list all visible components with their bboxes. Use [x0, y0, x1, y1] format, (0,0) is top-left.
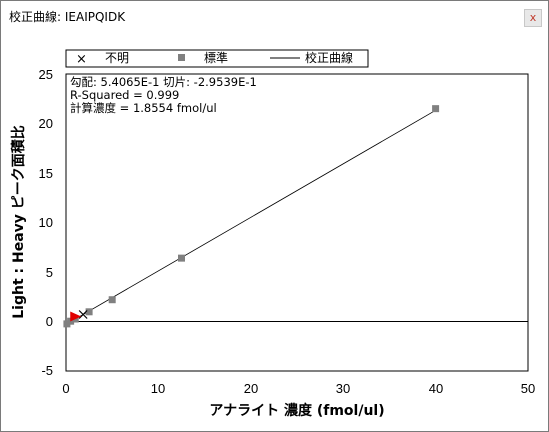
x-tick-label: 40 [429, 381, 443, 396]
x-tick-label: 30 [336, 381, 350, 396]
chart-marks [63, 105, 528, 328]
standard-point [85, 308, 93, 316]
plot-area [65, 73, 529, 372]
y-tick-label: 25 [39, 67, 53, 82]
y-tick-label: 0 [46, 314, 53, 329]
legend-item-curve: 校正曲線 [270, 50, 353, 65]
y-ticks: -5 0 5 10 15 20 25 [39, 67, 53, 378]
square-marker-icon [178, 54, 185, 61]
legend: × 不明 標準 校正曲線 [65, 49, 369, 68]
standard-point [178, 254, 185, 262]
x-tick-label: 10 [151, 381, 165, 396]
y-tick-label: 20 [39, 116, 53, 131]
y-tick-label: 15 [39, 166, 53, 181]
x-marker-icon: × [76, 52, 87, 67]
red-arrow-marker [70, 311, 82, 322]
y-tick-label: 5 [46, 265, 53, 280]
unknown-point [78, 310, 88, 319]
annotation-r-squared: R-Squared = 0.999 [70, 88, 179, 102]
annotation-calculated-concentration: 計算濃度 = 1.8554 fmol/ul [70, 101, 217, 115]
legend-label-curve: 校正曲線 [305, 50, 353, 65]
close-button[interactable]: x [524, 9, 542, 27]
x-tick-label: 0 [62, 381, 69, 396]
legend-box [65, 49, 369, 68]
title-bar: 校正曲線: IEAIPQIDK x [1, 1, 548, 31]
x-axis-label: アナライト 濃度 (fmol/ul) [209, 402, 384, 419]
y-tick-label: 10 [39, 215, 53, 230]
standard-point [432, 105, 440, 113]
y-axis-label: Light : Heavy ピーク面積比 [10, 125, 27, 319]
x-tick-label: 50 [521, 381, 535, 396]
annotation-slope: 勾配: 5.4065E-1 切片: -2.9539E-1 [70, 75, 257, 89]
window-title: 校正曲線: IEAIPQIDK [9, 10, 126, 24]
legend-item-standard: 標準 [178, 50, 228, 65]
calibration-curve-line [65, 109, 436, 325]
calibration-chart: × 不明 標準 校正曲線 勾配: 5.4065E-1 切片: -2.9539E-… [10, 49, 535, 419]
legend-label-unknown: 不明 [105, 51, 129, 65]
close-icon: x [529, 11, 537, 24]
standard-point [63, 320, 71, 328]
legend-item-unknown: × 不明 [76, 51, 129, 67]
y-tick-label: -5 [41, 363, 53, 378]
standard-point [108, 296, 116, 304]
x-tick-label: 20 [244, 381, 258, 396]
legend-label-standard: 標準 [204, 50, 228, 65]
x-ticks: 0 10 20 30 40 50 [62, 381, 535, 396]
